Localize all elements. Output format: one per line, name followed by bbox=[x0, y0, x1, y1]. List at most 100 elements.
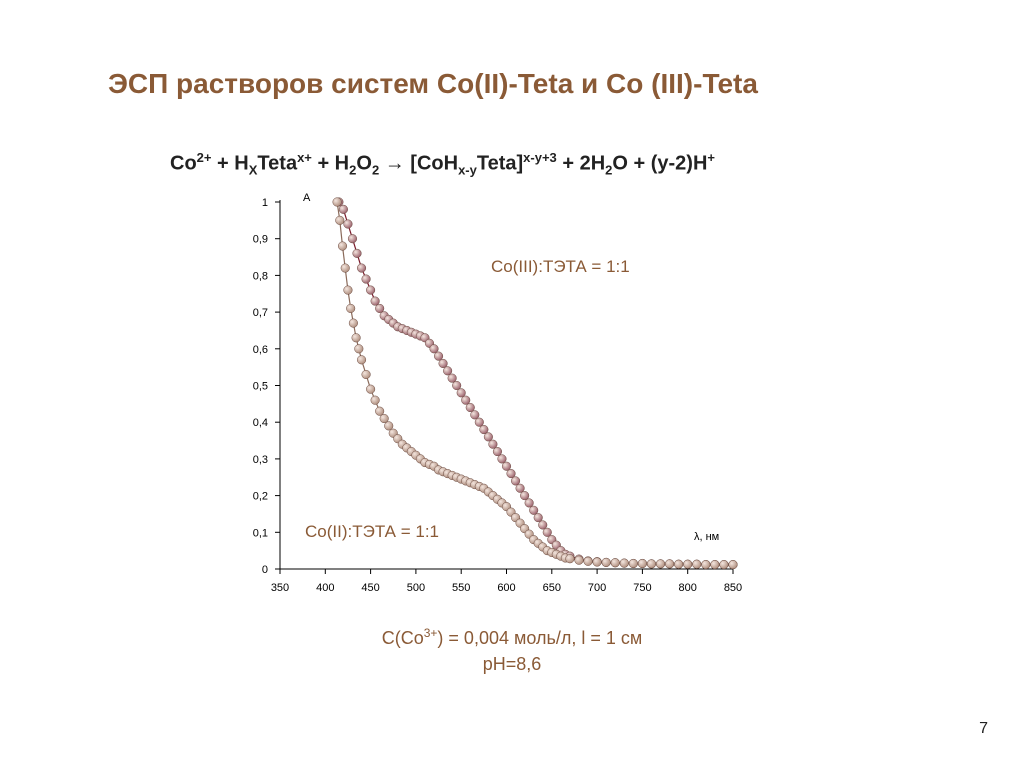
data-point bbox=[574, 555, 584, 565]
x-tick-label: 350 bbox=[271, 582, 289, 594]
x-tick-label: 850 bbox=[724, 582, 742, 594]
data-point bbox=[361, 369, 371, 380]
data-point bbox=[456, 388, 466, 398]
data-point bbox=[515, 483, 525, 493]
data-point bbox=[370, 296, 380, 306]
y-tick-label: 0,4 bbox=[253, 417, 268, 429]
data-point bbox=[511, 476, 521, 486]
data-point bbox=[375, 303, 385, 313]
data-point bbox=[692, 559, 702, 569]
data-point bbox=[538, 520, 548, 530]
y-tick-label: 0,1 bbox=[253, 527, 268, 539]
x-tick-label: 400 bbox=[316, 582, 334, 594]
data-point bbox=[506, 469, 516, 479]
data-point bbox=[370, 395, 380, 405]
ph-caption: pH=8,6 bbox=[482, 654, 542, 674]
data-point bbox=[343, 219, 353, 229]
data-point bbox=[701, 560, 711, 570]
data-point bbox=[352, 248, 362, 258]
data-point bbox=[655, 559, 666, 569]
data-point bbox=[438, 358, 448, 369]
data-point bbox=[343, 285, 353, 295]
data-point bbox=[497, 454, 507, 464]
data-point bbox=[338, 204, 348, 214]
data-point bbox=[347, 234, 358, 244]
data-point bbox=[429, 344, 439, 354]
data-point bbox=[501, 461, 512, 471]
data-point bbox=[443, 366, 453, 376]
data-point bbox=[447, 373, 457, 383]
data-point bbox=[479, 424, 489, 435]
y-tick-label: 0,8 bbox=[253, 270, 268, 282]
data-point bbox=[384, 421, 394, 431]
x-tick-label: 450 bbox=[361, 582, 379, 594]
data-point bbox=[592, 557, 602, 567]
data-point bbox=[646, 559, 657, 569]
data-point bbox=[379, 413, 389, 424]
data-point bbox=[610, 558, 620, 568]
data-point bbox=[356, 263, 367, 273]
data-point bbox=[665, 559, 675, 569]
data-point bbox=[348, 318, 358, 328]
data-point bbox=[346, 303, 356, 313]
data-point bbox=[683, 559, 693, 569]
x-tick-label: 750 bbox=[633, 582, 651, 594]
data-point bbox=[719, 560, 729, 570]
data-point bbox=[335, 215, 345, 225]
y-tick-label: 0,3 bbox=[253, 454, 268, 466]
data-point bbox=[356, 355, 367, 365]
data-point bbox=[529, 505, 539, 515]
data-point bbox=[728, 560, 738, 570]
data-point bbox=[465, 402, 475, 413]
data-point bbox=[637, 558, 647, 569]
x-tick-label: 550 bbox=[452, 582, 470, 594]
data-point bbox=[340, 263, 350, 273]
data-point bbox=[361, 274, 371, 284]
y-tick-label: 0,7 bbox=[253, 307, 268, 319]
data-point bbox=[520, 491, 530, 501]
data-point bbox=[452, 380, 462, 391]
data-point bbox=[710, 560, 720, 570]
data-point bbox=[366, 285, 376, 295]
x-axis-label: λ, нм bbox=[694, 531, 719, 543]
y-tick-label: 0,5 bbox=[253, 381, 268, 393]
series-label: Co(II):ТЭТА = 1:1 bbox=[305, 522, 439, 541]
data-point bbox=[619, 558, 629, 568]
series-label: Co(III):ТЭТА = 1:1 bbox=[491, 257, 630, 276]
page-number: 7 bbox=[979, 720, 988, 737]
data-point bbox=[461, 395, 471, 405]
data-point bbox=[674, 559, 684, 569]
data-point bbox=[542, 527, 552, 537]
data-point bbox=[628, 558, 638, 569]
y-tick-label: 0,9 bbox=[253, 234, 268, 246]
data-point bbox=[375, 406, 385, 416]
y-tick-label: 0,2 bbox=[253, 491, 268, 503]
y-tick-label: 1 bbox=[262, 197, 268, 209]
data-point bbox=[351, 333, 361, 343]
x-tick-label: 600 bbox=[497, 582, 515, 594]
data-point bbox=[488, 439, 498, 449]
data-point bbox=[565, 554, 575, 564]
data-point bbox=[337, 241, 348, 251]
y-tick-label: 0,6 bbox=[253, 344, 268, 356]
data-point bbox=[354, 344, 364, 354]
x-tick-label: 650 bbox=[543, 582, 561, 594]
slide-title: ЭСП растворов систем Co(II)-Teta и Co (I… bbox=[108, 68, 758, 99]
data-point bbox=[601, 557, 611, 567]
y-axis-label: A bbox=[303, 192, 311, 204]
data-point bbox=[332, 197, 342, 207]
data-point bbox=[533, 513, 543, 523]
x-tick-label: 800 bbox=[679, 582, 697, 594]
reaction-equation: Co2+ + HXTetax+ + H2O2 → [CoHx-yTeta]x-y… bbox=[170, 150, 716, 178]
x-tick-label: 700 bbox=[588, 582, 606, 594]
data-point bbox=[474, 417, 484, 427]
data-point bbox=[483, 432, 493, 442]
data-point bbox=[470, 410, 480, 420]
data-point bbox=[366, 384, 376, 394]
data-point bbox=[524, 498, 534, 508]
data-point bbox=[434, 351, 444, 361]
data-point bbox=[492, 447, 502, 457]
data-point bbox=[583, 556, 593, 566]
y-tick-label: 0 bbox=[262, 564, 268, 576]
